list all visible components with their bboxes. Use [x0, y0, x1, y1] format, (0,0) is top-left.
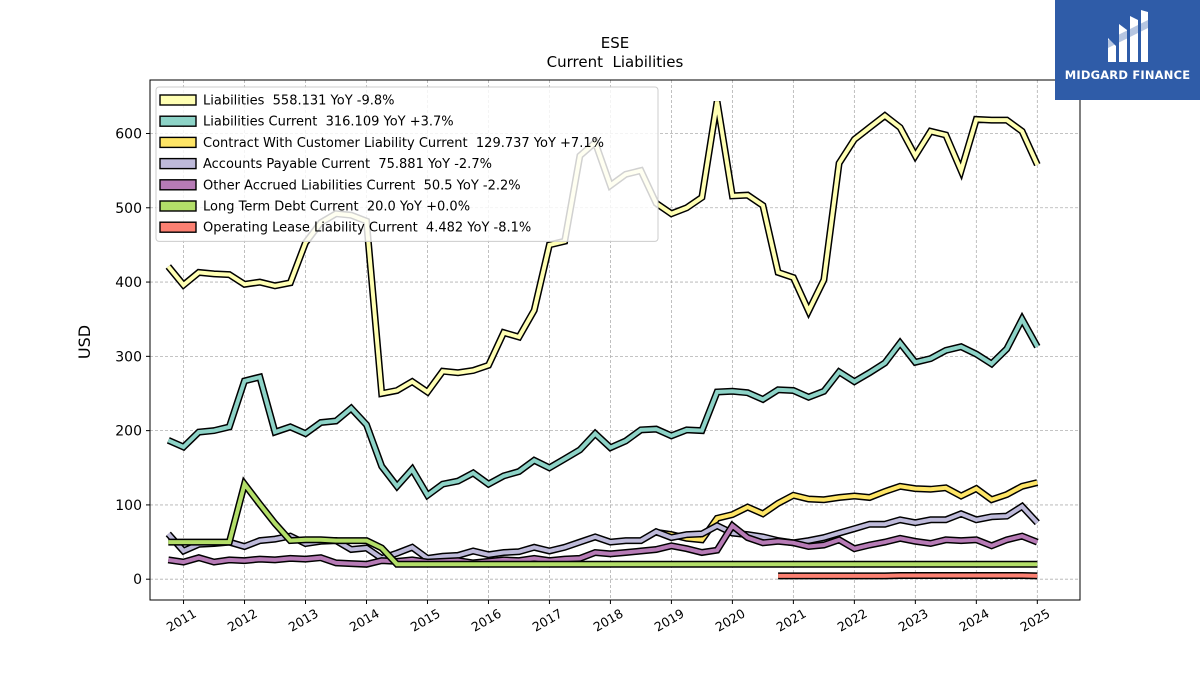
x-axis: 2011 2012 2013 2014 2015 2016 2017 2018 2019 2020…: [164, 600, 1053, 635]
x-tick-label: 2014: [347, 606, 382, 635]
chart-title: ESE: [601, 34, 629, 52]
x-tick-label: 2016: [469, 606, 504, 635]
legend-swatch-6: [159, 221, 197, 233]
x-tick-label: 2022: [835, 606, 870, 635]
x-tick-label: 2018: [591, 606, 626, 635]
legend: Liabilities 558.131 YoY -9.8% Liabilities…: [155, 86, 659, 242]
x-tick-label: 2021: [774, 606, 809, 635]
y-tick-label: 100: [115, 498, 142, 514]
y-tick-label: 0: [133, 572, 142, 588]
legend-swatch-3: [159, 157, 197, 170]
x-tick-label: 2015: [408, 606, 443, 635]
chart-subtitle: Current Liabilities: [547, 53, 684, 71]
legend-label-3: Accounts Payable Current 75.881 YoY -2.7…: [203, 157, 492, 172]
brand-logo: MIDGARD FINANCE: [1055, 0, 1200, 100]
x-tick-label: 2023: [896, 606, 931, 635]
legend-label-0: Liabilities 558.131 YoY -9.8%: [203, 94, 395, 109]
x-tick-label: 2017: [530, 606, 565, 635]
x-tick-label: 2020: [713, 606, 748, 635]
series-line-5: [168, 479, 1038, 567]
series-line-2: [655, 480, 1038, 542]
legend-label-1: Liabilities Current 316.109 YoY +3.7%: [203, 115, 454, 130]
legend-swatch-0: [159, 94, 197, 106]
x-tick-label: 2019: [652, 606, 687, 635]
y-tick-label: 600: [115, 126, 142, 142]
legend-label-5: Long Term Debt Current 20.0 YoY +0.0%: [203, 200, 470, 215]
legend-label-2: Contract With Customer Liability Current…: [203, 136, 604, 151]
series-line-1: [167, 314, 1040, 499]
x-tick-label: 2013: [286, 606, 321, 635]
legend-swatch-5: [159, 200, 197, 212]
x-tick-label: 2024: [957, 606, 992, 635]
legend-box: [155, 86, 659, 242]
legend-label-6: Operating Lease Liability Current 4.482 …: [203, 221, 531, 236]
y-tick-label: 200: [115, 424, 142, 440]
midgard-logo-icon: [1108, 10, 1148, 62]
y-axis: 0 100 200 300 400 500 600: [115, 126, 150, 588]
legend-swatch-1: [159, 115, 197, 127]
legend-swatch-2: [159, 136, 197, 149]
series-outline-1: [166, 311, 1041, 501]
y-axis-label: USD: [75, 325, 94, 359]
legend-swatch-4: [159, 179, 197, 191]
brand-name: MIDGARD FINANCE: [1064, 68, 1191, 82]
y-tick-label: 300: [115, 349, 142, 365]
y-tick-label: 400: [115, 275, 142, 291]
y-tick-label: 500: [115, 201, 142, 217]
x-tick-label: 2012: [225, 606, 260, 635]
series-line-4: [168, 522, 1039, 567]
x-tick-label: 2011: [164, 606, 199, 635]
plot-frame: [149, 79, 1081, 601]
legend-label-4: Other Accrued Liabilities Current 50.5 Y…: [203, 178, 521, 193]
x-tick-label: 2025: [1018, 606, 1053, 635]
